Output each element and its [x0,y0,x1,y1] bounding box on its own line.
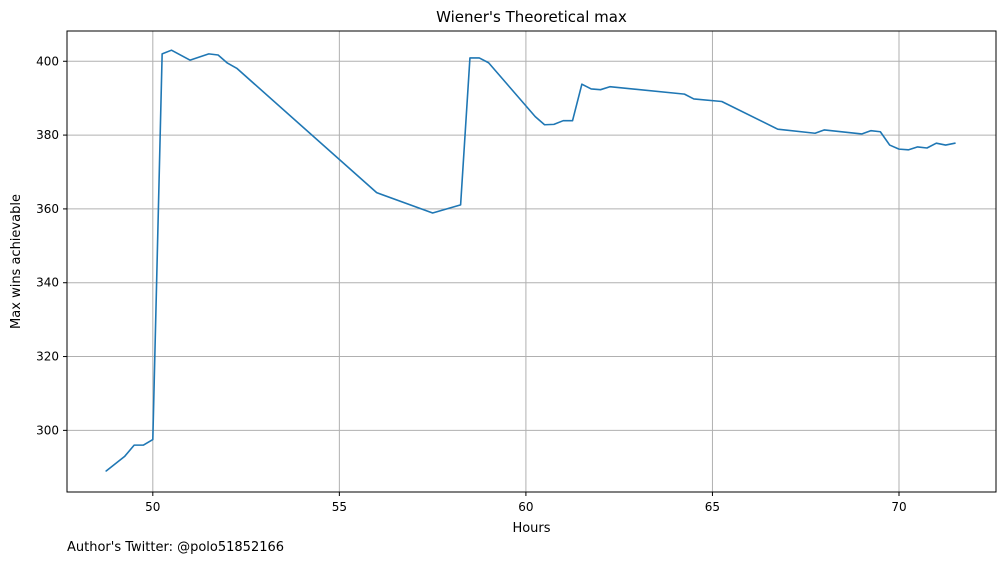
grid-lines [67,31,996,492]
plot-frame [66,30,997,493]
y-tick-label: 360 [36,202,59,216]
x-tick-label: 60 [518,500,533,514]
axis-ticks: 50 55 60 65 70 300 320 340 360 380 400 [36,54,907,514]
author-credit: Author's Twitter: @polo51852166 [67,540,284,555]
x-tick-label: 50 [145,500,160,514]
x-axis-label: Hours [512,521,550,536]
y-tick-label: 300 [36,423,59,437]
y-tick-label: 320 [36,350,59,364]
y-axis-label: Max wins achievable [9,194,24,329]
x-tick-label: 55 [332,500,347,514]
y-tick-label: 340 [36,276,59,290]
x-tick-label: 70 [891,500,906,514]
chart-title: Wiener's Theoretical max [436,8,627,26]
y-tick-label: 380 [36,128,59,142]
series-line [105,49,956,472]
y-tick-label: 400 [36,54,59,68]
x-tick-label: 65 [705,500,720,514]
plot-series [105,49,956,472]
